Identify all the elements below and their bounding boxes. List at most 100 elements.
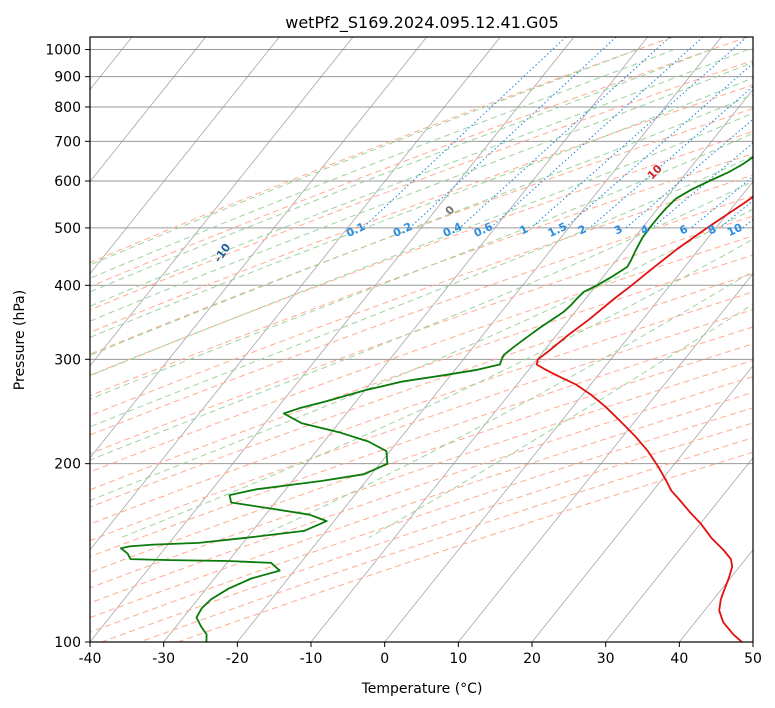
mixing-ratio-line <box>770 37 775 228</box>
x-tick-label: -20 <box>226 651 249 667</box>
mixing-ratio-label: 0.1 <box>344 220 367 240</box>
isotherm-line <box>90 37 501 551</box>
moist-adiabat-line <box>90 155 753 428</box>
y-tick-label: 200 <box>54 457 81 473</box>
y-tick-label: 900 <box>54 70 81 86</box>
dry-adiabat-line <box>90 59 753 311</box>
y-tick-label: 500 <box>54 221 81 237</box>
mixing-ratio-line <box>459 37 671 229</box>
x-axis-label: Temperature (°C) <box>361 681 483 697</box>
y-tick-label: 800 <box>54 100 81 116</box>
mixing-ratio-label: 10 <box>725 221 745 239</box>
dry-adiabat-line <box>90 174 753 417</box>
background-lines <box>0 37 775 642</box>
mixing-ratio-line <box>490 37 704 229</box>
isotherm-line <box>310 88 753 642</box>
isopleth-labels: 0.10.20.40.611.52346810131620253036-100-… <box>211 162 771 265</box>
mixing-ratio-label: 0.6 <box>472 220 495 240</box>
isotherm-line <box>237 37 722 642</box>
isotherm-line <box>752 641 753 642</box>
dry-adiabat-line <box>90 254 753 491</box>
moist-adiabat-line <box>90 77 753 338</box>
mixing-ratio-label: 0.4 <box>441 220 464 240</box>
isotherm-line <box>90 37 354 367</box>
y-axis-label: Pressure (hPa) <box>12 290 28 390</box>
x-tick-label: 30 <box>597 651 615 667</box>
mixing-ratio-label: 13 <box>752 221 771 239</box>
x-tick-label: 20 <box>523 651 541 667</box>
isotherm-line <box>90 37 206 183</box>
y-tick-label: 700 <box>54 134 81 150</box>
dry-adiabat-line <box>90 291 753 525</box>
isotherm-line <box>679 549 753 642</box>
moist-adiabat-line <box>90 132 753 400</box>
y-tick-label: 1000 <box>45 43 81 59</box>
chart-title: wetPf2_S169.2024.095.12.41.G05 <box>285 13 559 33</box>
y-tick-label: 600 <box>54 174 81 190</box>
mixing-ratio-line <box>719 199 753 229</box>
x-tick-label: -10 <box>300 651 323 667</box>
dry-adiabat-line <box>90 343 753 573</box>
mixing-ratio-label: 6 <box>677 222 690 237</box>
dry-adiabat-line <box>90 130 753 376</box>
isotherm-line <box>90 37 427 459</box>
dry-adiabat-line <box>90 391 753 619</box>
isotherm-line <box>90 37 575 642</box>
mixing-ratio-label: 8 <box>706 222 718 237</box>
moist-adiabat-line <box>90 49 638 266</box>
dry-adiabat-line <box>90 37 673 264</box>
isotherm-line <box>531 365 753 642</box>
x-tick-label: -40 <box>79 651 102 667</box>
mixing-ratio-line <box>409 37 617 229</box>
profile-lines <box>120 156 753 642</box>
y-tick-label: 100 <box>54 635 81 651</box>
dry-adiabat-line <box>90 235 753 473</box>
mixing-ratio-line <box>690 175 753 229</box>
moist-adiabat-line <box>120 238 753 539</box>
dry-adiabat-line <box>90 37 748 288</box>
mixing-ratio-line <box>625 118 753 229</box>
dry-adiabat-line <box>90 407 753 633</box>
dry-adiabat-line <box>90 309 753 542</box>
isotherm-line <box>605 457 753 642</box>
mixing-ratio-line <box>742 218 753 229</box>
moist-adiabat-line <box>90 49 675 279</box>
moist-adiabat-line <box>257 270 753 539</box>
mixing-ratio-line <box>564 62 753 229</box>
mixing-ratio-label: 1 <box>518 222 530 237</box>
x-tick-label: 0 <box>380 651 389 667</box>
profile-line <box>120 156 753 642</box>
mixing-ratio-label: 0.2 <box>391 220 414 240</box>
mixing-ratio-line <box>652 142 753 229</box>
x-tick-label: 50 <box>744 651 762 667</box>
dry-adiabat-line <box>101 422 753 642</box>
dry-adiabat-line <box>90 107 753 355</box>
moist-adiabat-line <box>90 49 712 293</box>
x-tick-label: -30 <box>152 651 175 667</box>
moist-adiabat-line <box>368 303 753 539</box>
dry-adiabat-line <box>90 195 753 436</box>
y-tick-label: 300 <box>54 352 81 368</box>
isotherm-line <box>0 37 58 642</box>
x-tick-label: 10 <box>449 651 467 667</box>
mixing-ratio-label: 3 <box>612 222 624 237</box>
moist-adiabat-line <box>90 180 753 461</box>
dry-adiabat-label: -10 <box>211 241 233 265</box>
moist-adiabat-line <box>90 112 753 377</box>
dry-adiabat-line <box>90 376 753 604</box>
isotherm-line <box>163 37 648 642</box>
axes: -40 -30 -20 -10 0 10 20 30 40 5010020030040050060… <box>45 43 762 667</box>
profile-line <box>535 195 753 642</box>
mixing-ratio-line <box>530 37 748 229</box>
moist-adiabat-line <box>90 49 749 307</box>
plot-frame <box>89 36 754 643</box>
isotherm-line <box>458 273 753 642</box>
isotherm-line <box>90 37 280 275</box>
y-tick-label: 400 <box>54 278 81 294</box>
dry-adiabat-line <box>177 451 753 642</box>
mixing-ratio-line <box>362 37 567 229</box>
x-tick-label: 40 <box>670 651 688 667</box>
isotherm-line <box>384 180 753 642</box>
